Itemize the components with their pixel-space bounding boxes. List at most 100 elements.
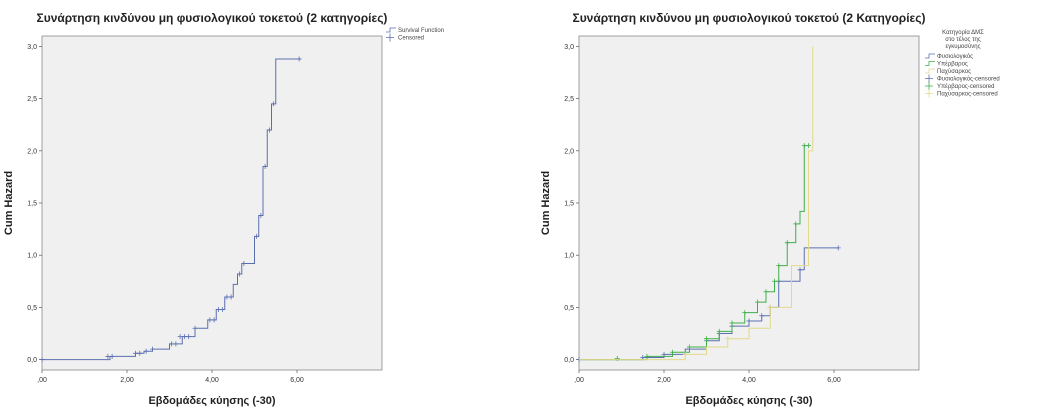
chart1-series-1-censor-mark <box>784 240 790 246</box>
chart1-series-1-line <box>579 145 809 361</box>
chart0-series-0-censor-mark <box>207 317 213 323</box>
chart0-series-0-censor-mark <box>296 56 302 62</box>
chart0-xlabel: Εβδομάδες κύησης (-30) <box>148 395 275 407</box>
chart0-xtick-label: ,00 <box>37 377 47 384</box>
chart0-series-0-censor-mark <box>173 341 179 347</box>
chart1-legend-item: Παχύσαρκος-censored <box>937 92 998 98</box>
chart1-legend-item: Υπέρβαρος-censored <box>937 83 994 90</box>
chart0-series-0-censor-mark <box>169 341 175 347</box>
chart0-series-0-censor-mark <box>181 334 187 340</box>
chart1-series-0-line <box>579 247 839 361</box>
chart1-series-0-censor-mark <box>746 318 752 324</box>
chart0-series-0-censor-mark <box>254 233 260 239</box>
chart1-series-1-censor-mark <box>644 353 650 359</box>
chart1-series-1-censor-mark <box>776 263 782 269</box>
chart-left-svg: Συνάρτηση κινδύνου μη φυσιολογικού τοκετ… <box>3 11 444 407</box>
chart1-series-2-censor-mark <box>682 351 688 357</box>
chart0-ytick-label: 1,5 <box>27 201 37 208</box>
chart1-series-2-line <box>579 46 814 361</box>
chart1-ytick-label: 3,0 <box>564 44 574 51</box>
chart1-ylabel: Cum Hazard <box>540 171 552 235</box>
chart1-ytick-label: 2,5 <box>564 96 574 103</box>
chart1-xtick-label: ,00 <box>574 377 584 384</box>
chart1-ytick-label: 1,5 <box>564 201 574 208</box>
chart0-series-0-censor-mark <box>192 325 198 331</box>
chart1-ytick-label: 1,0 <box>564 253 574 260</box>
chart1-xtick-label: 6,00 <box>827 377 841 384</box>
chart1-xtick-label: 4,00 <box>742 377 756 384</box>
chart0-plot-area <box>41 35 383 371</box>
chart1-legend-swatch <box>925 74 933 83</box>
chart1-series-1-censor-mark <box>801 143 807 149</box>
chart0-ylabel: Cum Hazard <box>3 171 15 235</box>
chart0-series-0-censor-mark <box>220 306 226 312</box>
chart-right: Συνάρτηση κινδύνου μη φυσιολογικού τοκετ… <box>527 0 1047 414</box>
chart1-series-1-censor-mark <box>763 289 769 295</box>
chart1-series-1-censor-mark <box>670 349 675 355</box>
chart0-series-0-censor-mark <box>143 348 149 354</box>
chart1-ytick-label: 0,0 <box>564 357 574 364</box>
chart0-xtick-label: 6,00 <box>290 377 304 384</box>
chart0-series-0-censor-mark <box>228 294 234 300</box>
chart1-series-2-censor-mark <box>767 304 773 310</box>
chart0-series-0-censor-mark <box>215 306 221 312</box>
chart0-series-0-censor-mark <box>271 101 277 107</box>
chart1-series-1-censor-mark <box>687 344 692 350</box>
chart-right-svg: Συνάρτηση κινδύνου μη φυσιολογικού τοκετ… <box>540 11 1000 407</box>
chart0-series-0-censor-mark <box>109 353 115 359</box>
chart1-legend-swatch <box>925 82 933 90</box>
chart0-xtick-label: 4,00 <box>205 377 219 384</box>
chart1-legend-swatch <box>925 68 935 74</box>
chart0-series-0-censor-mark <box>266 127 272 133</box>
chart1-series-0-censor-mark <box>835 245 841 251</box>
chart0-ytick-label: 1,0 <box>27 253 37 260</box>
chart1-xtick-label: 2,00 <box>657 377 671 384</box>
chart1-series-1-censor-mark <box>793 221 799 227</box>
chart1-ytick-label: 2,0 <box>564 148 574 155</box>
chart0-series-0-censor-mark <box>137 350 143 356</box>
chart0-title: Συνάρτηση κινδύνου μη φυσιολογικού τοκετ… <box>37 11 388 25</box>
chart0-series-0-censor-mark <box>133 350 138 356</box>
chart0-legend-swatch <box>386 27 396 33</box>
chart1-legend-item: Φυσιολογικός-censored <box>937 76 1000 83</box>
chart0-ytick-label: 2,5 <box>27 96 37 103</box>
chart1-series-1-censor-mark <box>704 336 709 342</box>
chart0-ytick-label: 0,0 <box>27 357 37 364</box>
chart1-series-1-censor-mark <box>729 320 735 326</box>
chart1-legend-item: Φυσιολογικός <box>937 53 973 60</box>
chart0-series-0-censor-mark <box>224 294 230 300</box>
chart0-ytick-label: 2,0 <box>27 148 37 155</box>
chart0-series-0-censor-mark <box>150 346 155 352</box>
chart1-series-1-censor-mark <box>716 328 722 334</box>
chart0-xtick-label: 2,00 <box>120 377 134 384</box>
chart-left: Συνάρτηση κινδύνου μη φυσιολογικού τοκετ… <box>0 0 520 414</box>
chart1-series-0-censor-mark <box>797 267 803 273</box>
chart1-series-1-censor-mark <box>742 310 748 316</box>
chart0-series-0-censor-mark <box>262 163 268 169</box>
chart0-ytick-label: 3,0 <box>27 44 37 51</box>
chart0-series-0-censor-mark <box>211 317 217 323</box>
chart0-legend-swatch <box>386 33 394 42</box>
chart1-series-2-censor-mark <box>725 336 731 342</box>
chart0-legend-item: Censored <box>398 36 424 42</box>
chart0-legend-item: Survival Function <box>398 28 444 34</box>
chart0-series-0-censor-mark <box>39 357 45 363</box>
chart1-legend-item: Υπέρβαρος <box>937 61 968 68</box>
chart1-xlabel: Εβδομάδες κύησης (-30) <box>685 395 812 407</box>
chart1-title: Συνάρτηση κινδύνου μη φυσιολογικού τοκετ… <box>573 11 926 25</box>
chart0-series-0-censor-mark <box>258 213 264 219</box>
chart1-series-1-censor-mark <box>755 299 760 305</box>
chart1-legend-swatch <box>925 53 935 59</box>
chart0-series-0-censor-mark <box>241 261 247 267</box>
chart1-series-0-censor-mark <box>759 313 765 319</box>
chart0-series-0-censor-mark <box>177 334 183 340</box>
chart1-series-1-censor-mark <box>772 278 777 284</box>
chart0-ytick-label: 0,5 <box>27 305 37 312</box>
chart0-series-0-censor-mark <box>105 353 111 359</box>
chart1-legend-title: Κατηγορία ΔΜΣ στο τέλος της εγκυμοσύνης <box>942 30 984 50</box>
chart1-series-1-censor-mark <box>614 356 620 362</box>
chart1-ytick-label: 0,5 <box>564 305 574 312</box>
chart1-series-1-censor-mark <box>806 143 811 149</box>
chart1-legend-item: Παχύσαρκος <box>937 69 971 75</box>
chart1-legend-swatch <box>925 89 933 98</box>
